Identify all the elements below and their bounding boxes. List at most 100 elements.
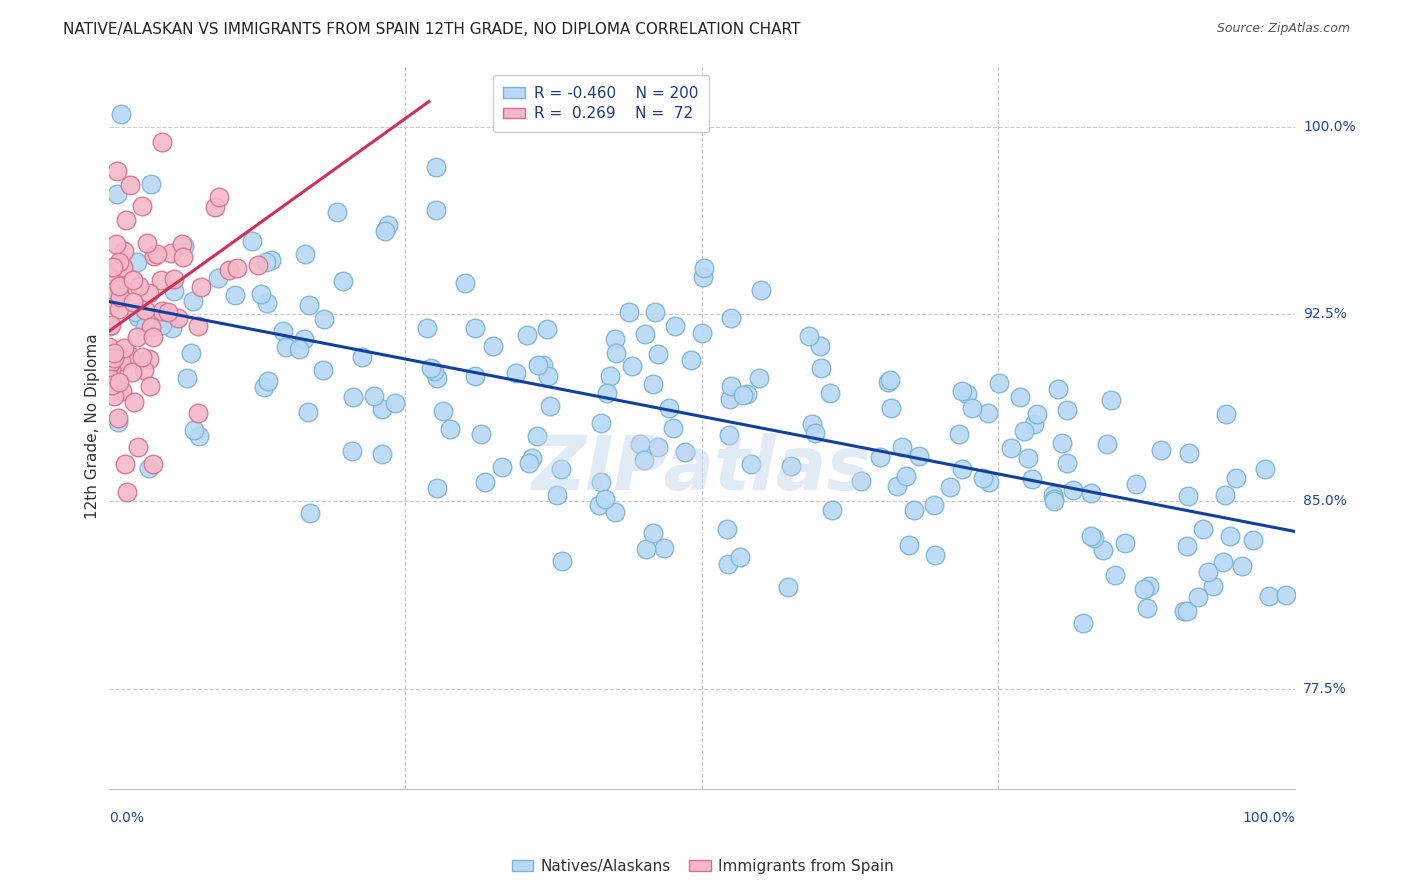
Point — [287, 342, 309, 356]
Point — [121, 273, 143, 287]
Point — [176, 370, 198, 384]
Legend: R = -0.460    N = 200, R =  0.269    N =  72: R = -0.460 N = 200, R = 0.269 N = 72 — [492, 75, 709, 132]
Point — [810, 360, 832, 375]
Point — [1042, 487, 1064, 501]
Point — [374, 223, 396, 237]
Text: ZIPatlas: ZIPatlas — [531, 434, 872, 507]
Point — [100, 371, 122, 385]
Point — [662, 421, 685, 435]
Point — [125, 305, 148, 319]
Point — [547, 487, 569, 501]
Point — [797, 329, 820, 343]
Point — [105, 237, 128, 252]
Point — [131, 199, 153, 213]
Point — [779, 458, 801, 473]
Point — [634, 541, 657, 556]
Point — [879, 373, 901, 387]
Point — [891, 440, 914, 454]
Point — [1178, 446, 1201, 460]
Point — [977, 475, 1000, 489]
Point — [350, 351, 373, 365]
Point — [138, 352, 160, 367]
Point — [1104, 567, 1126, 582]
Point — [717, 427, 740, 442]
Point — [103, 346, 125, 360]
Point — [749, 283, 772, 297]
Text: 92.5%: 92.5% — [1303, 307, 1347, 321]
Point — [150, 273, 173, 287]
Point — [1213, 487, 1236, 501]
Point — [111, 260, 134, 275]
Point — [127, 440, 149, 454]
Point — [125, 255, 148, 269]
Point — [108, 283, 131, 297]
Point — [1275, 588, 1298, 602]
Point — [142, 330, 165, 344]
Point — [105, 186, 128, 201]
Text: 77.5%: 77.5% — [1303, 681, 1347, 696]
Point — [134, 302, 156, 317]
Point — [97, 378, 120, 392]
Point — [1175, 604, 1198, 618]
Point — [1099, 392, 1122, 407]
Point — [112, 244, 135, 259]
Point — [204, 201, 226, 215]
Point — [748, 370, 770, 384]
Point — [733, 388, 755, 402]
Point — [142, 457, 165, 471]
Point — [190, 280, 212, 294]
Point — [621, 359, 644, 373]
Point — [157, 305, 180, 319]
Point — [139, 177, 162, 191]
Point — [879, 401, 901, 415]
Point — [652, 541, 675, 555]
Point — [108, 290, 131, 304]
Point — [896, 468, 918, 483]
Point — [1056, 456, 1078, 470]
Point — [100, 318, 122, 333]
Point — [737, 387, 759, 401]
Point — [426, 370, 449, 384]
Point — [240, 235, 263, 249]
Point — [128, 279, 150, 293]
Point — [112, 342, 135, 356]
Point — [172, 236, 194, 251]
Point — [538, 400, 561, 414]
Point — [1212, 555, 1234, 569]
Point — [114, 212, 136, 227]
Point — [138, 461, 160, 475]
Point — [644, 305, 666, 319]
Point — [103, 389, 125, 403]
Point — [643, 526, 665, 541]
Point — [363, 389, 385, 403]
Point — [1192, 522, 1215, 536]
Point — [439, 422, 461, 436]
Point — [100, 355, 122, 369]
Point — [107, 416, 129, 430]
Point — [150, 135, 173, 149]
Point — [1136, 601, 1159, 615]
Point — [464, 321, 486, 335]
Point — [159, 246, 181, 260]
Point — [110, 107, 132, 121]
Point — [821, 503, 844, 517]
Point — [432, 404, 454, 418]
Point — [218, 263, 240, 277]
Point — [340, 444, 363, 458]
Point — [101, 377, 124, 392]
Point — [474, 475, 496, 490]
Point — [98, 340, 121, 354]
Point — [1080, 486, 1102, 500]
Point — [1025, 407, 1047, 421]
Point — [246, 258, 269, 272]
Text: NATIVE/ALASKAN VS IMMIGRANTS FROM SPAIN 12TH GRADE, NO DIPLOMA CORRELATION CHART: NATIVE/ALASKAN VS IMMIGRANTS FROM SPAIN … — [63, 22, 800, 37]
Point — [939, 480, 962, 494]
Point — [107, 375, 129, 389]
Point — [589, 416, 612, 430]
Point — [107, 411, 129, 425]
Point — [127, 310, 149, 324]
Point — [181, 293, 204, 308]
Point — [599, 369, 621, 384]
Point — [537, 368, 560, 383]
Point — [426, 481, 449, 495]
